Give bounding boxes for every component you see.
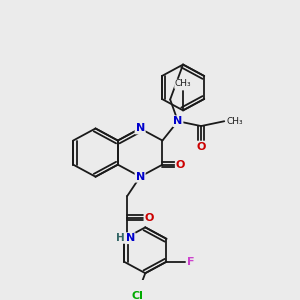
Text: CH₃: CH₃ (226, 117, 243, 126)
Text: N: N (136, 172, 145, 182)
Text: N: N (173, 116, 182, 126)
Text: O: O (145, 213, 154, 223)
Text: CH₃: CH₃ (175, 79, 191, 88)
Text: H: H (116, 233, 125, 243)
Text: O: O (176, 160, 185, 170)
Text: N: N (136, 124, 145, 134)
Text: F: F (187, 257, 194, 267)
Text: O: O (196, 142, 206, 152)
Text: N: N (126, 233, 135, 243)
Text: Cl: Cl (132, 292, 143, 300)
